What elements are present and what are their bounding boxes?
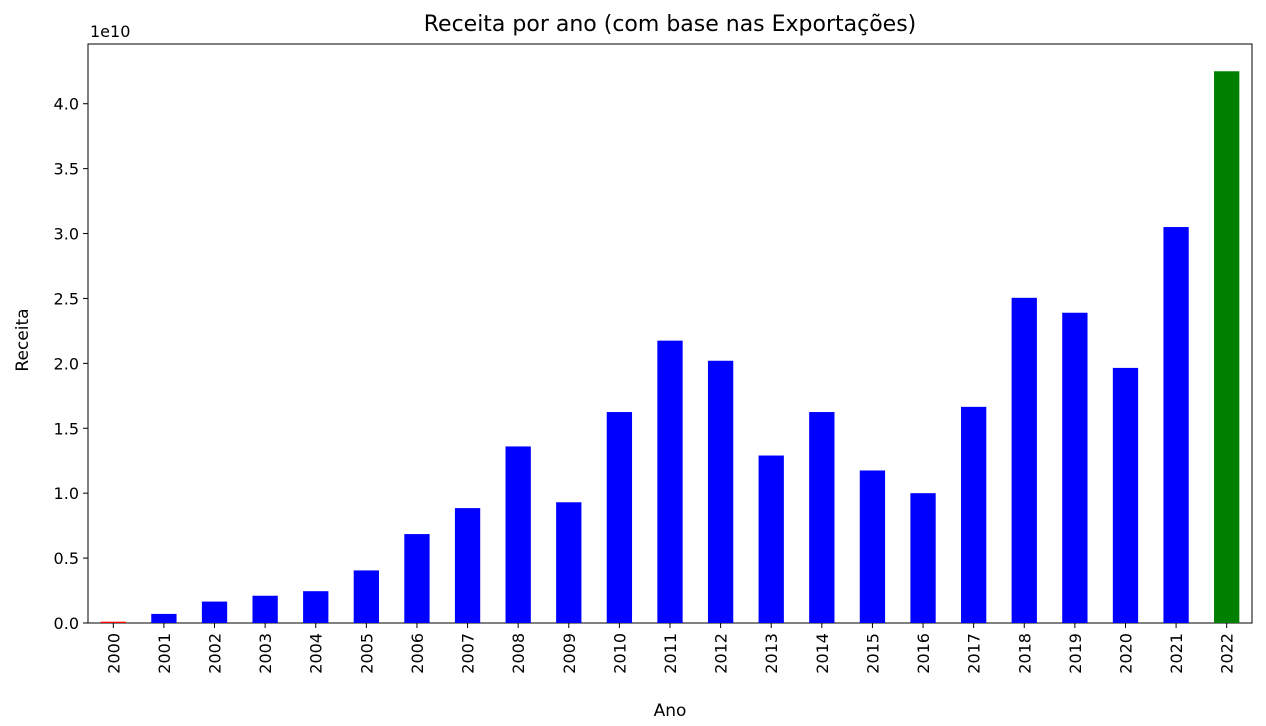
bar-2019: [1062, 312, 1088, 623]
bar-2006: [404, 534, 430, 623]
x-tick-label: 2010: [610, 633, 629, 674]
x-tick-label: 2005: [357, 633, 376, 674]
bar-2004: [303, 591, 329, 623]
bar-2003: [252, 595, 278, 623]
x-tick-label: 2003: [256, 633, 275, 674]
bar-2018: [1011, 297, 1037, 623]
x-tick-label: 2019: [1066, 633, 1085, 674]
y-tick-label: 0.0: [54, 614, 79, 633]
y-tick-label: 2.0: [54, 354, 79, 373]
y-tick-label: 1.0: [54, 484, 79, 503]
bar-2009: [556, 502, 582, 623]
x-tick-label: 2001: [155, 633, 174, 674]
y-axis-label: Receita: [13, 308, 33, 371]
bar-2015: [859, 470, 886, 623]
y-tick-label: 0.5: [54, 549, 79, 568]
x-axis-label: Ano: [654, 701, 687, 721]
y-tick-label: 3.0: [54, 225, 79, 244]
bar-2020: [1112, 367, 1139, 623]
x-tick-label: 2017: [965, 633, 984, 674]
chart-title: Receita por ano (com base nas Exportaçõe…: [424, 12, 917, 37]
bar-2008: [505, 446, 531, 623]
x-tick-label: 2011: [661, 633, 680, 674]
bar-2005: [353, 570, 379, 623]
x-tick-label: 2009: [560, 633, 579, 674]
x-tick-label: 2000: [104, 633, 123, 674]
bar-2000: [100, 621, 126, 623]
x-tick-label: 2020: [1116, 633, 1135, 674]
x-tick-label: 2004: [307, 633, 326, 674]
y-axis-offset-label: 1e10: [90, 22, 130, 41]
x-tick-label: 2022: [1218, 633, 1237, 674]
y-tick-label: 3.5: [54, 160, 79, 179]
bar-2010: [606, 412, 633, 623]
bar-2002: [201, 601, 228, 623]
x-axis-ticks: 2000 2001 2002 2003 2004 2005 2006 2007 2008 2009…: [104, 623, 1237, 674]
bar-2021: [1163, 227, 1189, 624]
bar-2014: [809, 412, 835, 623]
bar-2017: [961, 406, 987, 623]
x-tick-label: 2002: [206, 633, 225, 674]
bar-2012: [707, 360, 734, 623]
y-axis-ticks: 0.0 0.5 1.0 1.5 2.0 2.5 3.0 3.5 4.0: [54, 95, 88, 633]
x-tick-label: 2016: [914, 633, 933, 674]
bar-2016: [910, 493, 936, 623]
bar-2001: [151, 613, 177, 623]
bar-2007: [454, 508, 481, 623]
x-tick-label: 2012: [712, 633, 731, 674]
y-tick-label: 1.5: [54, 419, 79, 438]
x-tick-label: 2021: [1167, 633, 1186, 674]
x-tick-label: 2013: [762, 633, 781, 674]
plot-area: 0.0 0.5 1.0 1.5 2.0 2.5 3.0 3.5 4.0 2000 2001 2002…: [54, 43, 1253, 674]
x-tick-label: 2006: [408, 633, 427, 674]
x-tick-label: 2014: [813, 633, 832, 674]
bar-2011: [657, 340, 683, 623]
bars: [100, 71, 1240, 624]
x-tick-label: 2008: [509, 633, 528, 674]
bar-2013: [758, 455, 784, 623]
x-tick-label: 2007: [459, 633, 478, 674]
bar-2022: [1214, 71, 1240, 623]
y-tick-label: 2.5: [54, 289, 79, 308]
x-tick-label: 2015: [863, 633, 882, 674]
x-tick-label: 2018: [1015, 633, 1034, 674]
y-tick-label: 4.0: [54, 95, 79, 114]
